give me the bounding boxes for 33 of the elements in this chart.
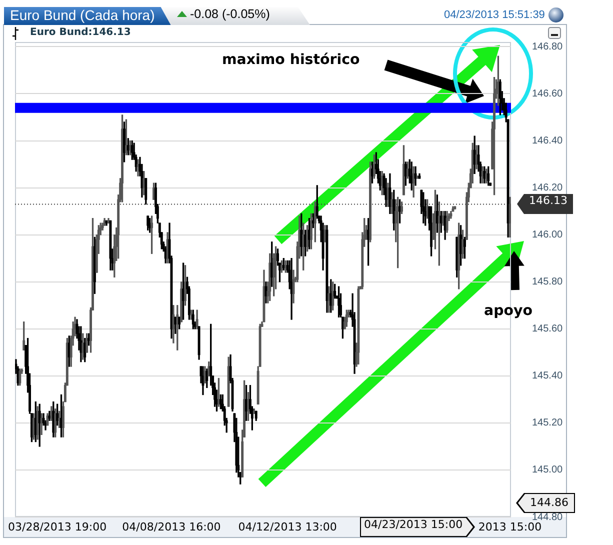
x-tick-label: 04/08/2013 16:00 xyxy=(122,520,221,534)
candlestick xyxy=(310,213,312,250)
candlestick xyxy=(184,265,186,306)
x-tick-label: 04/12/2013 13:00 xyxy=(238,520,337,534)
candlestick xyxy=(493,76,496,196)
text: 04/23/2013 15:51:39 xyxy=(444,8,545,22)
y-tick-label: 146.80 xyxy=(532,41,564,52)
candlestick xyxy=(123,122,126,162)
chart-title: Euro Bund (Cada hora) xyxy=(4,7,171,25)
chart-subtitle: -0.08 (-0.05%) xyxy=(190,7,270,23)
x-tick-label: 2013 15:00 xyxy=(478,520,542,534)
candlestick xyxy=(464,236,466,259)
candlestick xyxy=(400,202,403,214)
text: 144.86 xyxy=(524,493,574,513)
candlestick xyxy=(402,145,405,196)
annotation: apoyo xyxy=(484,302,532,320)
text: 04/23/2013 15:00 xyxy=(360,517,467,537)
y-tick-label: 145.40 xyxy=(532,370,564,382)
annotation: maximo histórico xyxy=(222,51,360,69)
y-tick-label: 145.80 xyxy=(532,276,564,288)
text: Euro Bund:146.13 xyxy=(30,26,131,40)
y-tick-label: 145.00 xyxy=(532,464,564,476)
y-tick-label: 145.20 xyxy=(532,418,564,429)
ref-line-label: 146.13 xyxy=(524,194,572,214)
y-tick-label: 144.80 xyxy=(532,512,564,523)
y-tick-label: 146.60 xyxy=(532,88,564,100)
candlestick xyxy=(462,230,464,259)
y-tick-label: 146.20 xyxy=(532,182,564,194)
y-tick-label: 146.40 xyxy=(532,136,564,147)
y-tick-label: 146.00 xyxy=(532,230,564,241)
y-tick-label: 145.60 xyxy=(532,324,564,335)
candlestick xyxy=(338,286,340,318)
x-tick-label: 03/28/2013 19:00 xyxy=(8,520,107,534)
